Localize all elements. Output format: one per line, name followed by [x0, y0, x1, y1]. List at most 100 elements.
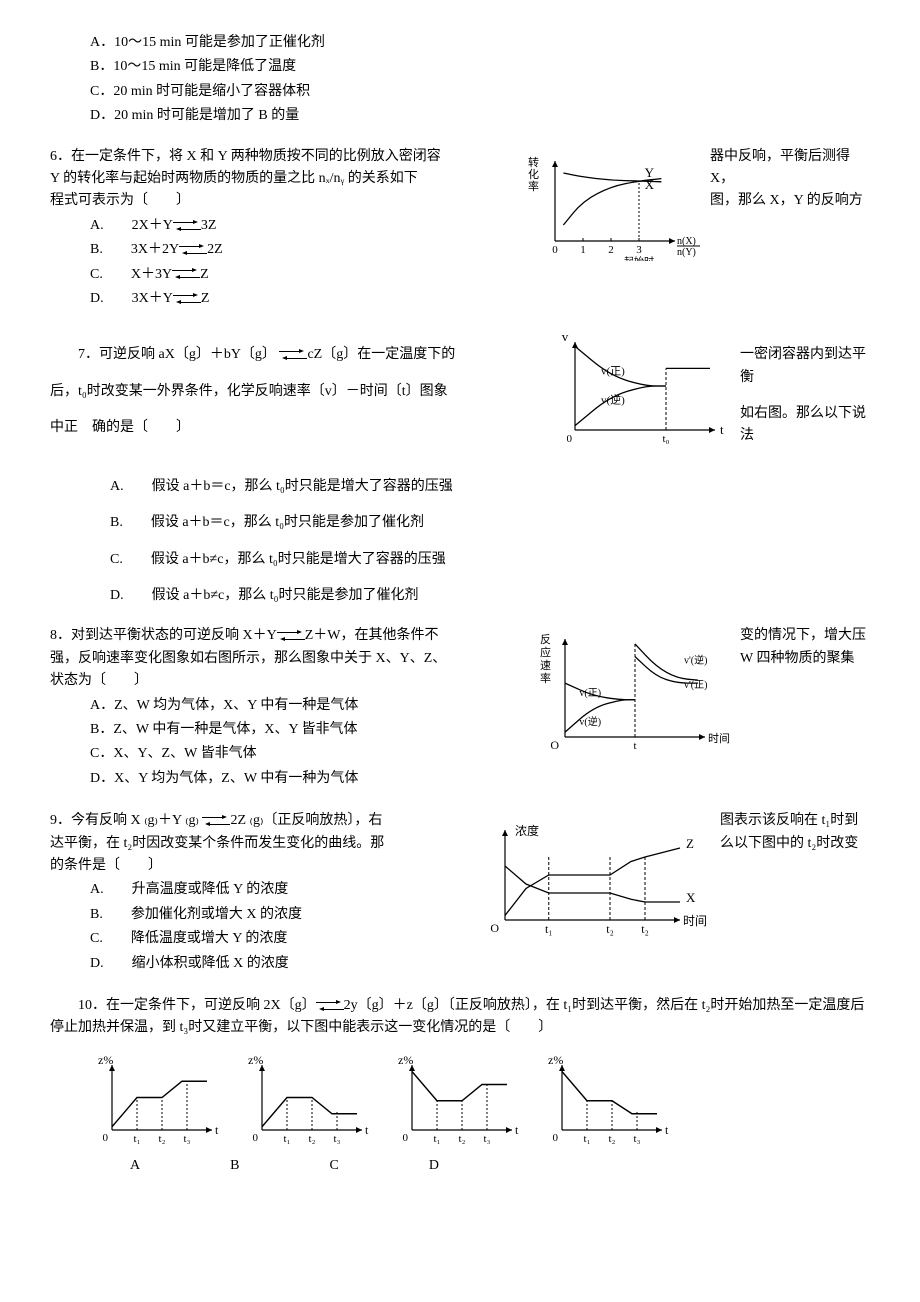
svg-text:t₂: t₂	[606, 922, 614, 936]
q9-opt-c: C. 降低温度或增大 Y 的浓度	[90, 928, 470, 950]
svg-text:0: 0	[253, 1132, 259, 1144]
q8-stem-l1: 8．对到达平衡状态的可逆反响 X＋YZ＋W，在其他条件不	[50, 625, 520, 647]
q6-stem-r1: 器中反响，平衡后测得 X，	[710, 146, 870, 191]
svg-text:v'(正): v'(正)	[684, 680, 707, 691]
svg-text:t₁: t₁	[545, 922, 553, 936]
svg-text:v(逆): v(逆)	[579, 716, 601, 729]
q6: 6．在一定条件下，将 X 和 Y 两种物质按不同的比例放入密闭容 Y 的转化率与…	[50, 146, 870, 313]
svg-text:v: v	[562, 330, 569, 344]
svg-text:z%: z%	[98, 1053, 113, 1067]
q8-stem-l3: 状态为〔 〕	[50, 670, 520, 692]
q7-stem-r2: 如右图。那么以下说法	[740, 403, 870, 448]
q10-figures-row: z% t 0 t₁ t₂ t₃ z% t 0 t₁ t₂ t₃ z% t 0 t₁ t₂ t₃ z% t 0 t₁ t…	[90, 1050, 870, 1150]
q10-fig-d: z%t0t₁t₂t₃	[540, 1050, 680, 1150]
q7-stem-l2: 后，t₀时改变某一外界条件，化学反响速率〔v〕－时间〔t〕图象	[50, 381, 540, 403]
q7-stem-l1: 7．可逆反响 aX〔g〕＋bY〔g〕 cZ〔g〕在一定温度下的	[50, 344, 540, 366]
q5-opt-a: A．10～15 min 可能是参加了正催化剂	[90, 32, 870, 54]
svg-text:t: t	[365, 1123, 369, 1137]
svg-text:0: 0	[567, 433, 573, 445]
svg-text:t₂: t₂	[609, 1133, 616, 1145]
svg-text:O: O	[550, 738, 559, 752]
svg-text:t₀: t₀	[663, 433, 670, 445]
q7-opt-c: C. 假设 a＋b≠c，那么 t₀时只能是增大了容器的压强	[110, 549, 870, 571]
svg-text:率: 率	[528, 179, 539, 193]
q7-opt-a: A. 假设 a＋b＝c，那么 t₀时只能是增大了容器的压强	[110, 476, 870, 498]
q10-fig-a: z% t 0 t₁ t₂ t₃	[90, 1050, 230, 1150]
q8: 8．对到达平衡状态的可逆反响 X＋YZ＋W，在其他条件不 强，反响速率变化图象如…	[50, 625, 870, 792]
q9-stem-l1: 9．今有反响 X ₍g₎＋Y ₍g₎ 2Z ₍g₎〔正反响放热〕，右	[50, 810, 470, 832]
q6-opt-d: D. 3X＋YZ	[90, 288, 510, 310]
svg-text:O: O	[490, 921, 499, 935]
q9-opt-b: B. 参加催化剂或增大 X 的浓度	[90, 904, 470, 926]
svg-text:X: X	[645, 177, 655, 192]
q6-opt-c: C. X＋3YZ	[90, 264, 510, 286]
q6-stem-l2: Y 的转化率与起始时两物质的物质的量之比 nₓ/nᵧ 的关系如下	[50, 168, 510, 190]
q7-stem-l3: 中正 确的是〔 〕	[50, 417, 540, 439]
svg-text:速: 速	[540, 659, 551, 672]
q6-stem-r2: 图，那么 X，Y 的反响方	[710, 190, 870, 212]
svg-text:t₁: t₁	[284, 1133, 291, 1145]
svg-text:n(X): n(X)	[677, 236, 696, 247]
svg-text:n(Y): n(Y)	[677, 247, 696, 258]
svg-text:时间: 时间	[683, 914, 707, 928]
q10-opt-a: A	[130, 1155, 140, 1177]
svg-text:t₃: t₃	[334, 1133, 341, 1145]
svg-text:t₂: t₂	[309, 1133, 316, 1145]
svg-text:t₁: t₁	[434, 1133, 441, 1145]
q7-figure: v t 0 t₀ v(正) v(逆)	[550, 330, 730, 445]
svg-text:0: 0	[553, 1132, 559, 1144]
q9-stem-l2: 达平衡，在 t₂时因改变某个条件而发生变化的曲线。那	[50, 833, 470, 855]
svg-text:t: t	[665, 1123, 669, 1137]
svg-text:t₁: t₁	[584, 1133, 591, 1145]
q10-fig-c: z%t0t₁t₂t₃	[390, 1050, 530, 1150]
q9-stem-l3: 的条件是〔 〕	[50, 855, 470, 877]
q10-opt-b: B	[230, 1155, 239, 1177]
svg-text:0: 0	[403, 1132, 409, 1144]
svg-text:z%: z%	[248, 1053, 263, 1067]
q5-options: A．10～15 min 可能是参加了正催化剂 B．10～15 min 可能是降低…	[50, 32, 870, 128]
q8-stem-r1: 变的情况下，增大压	[740, 625, 870, 647]
q7-opt-d: D. 假设 a＋b≠c，那么 t₀时只能是参加了催化剂	[110, 585, 870, 607]
svg-text:t₂: t₂	[641, 922, 649, 936]
q6-stem-l3: 程式可表示为〔 〕	[50, 190, 510, 212]
q9: 9．今有反响 X ₍g₎＋Y ₍g₎ 2Z ₍g₎〔正反响放热〕，右 达平衡，在…	[50, 810, 870, 977]
svg-text:率: 率	[540, 671, 551, 685]
q9-figure: 浓度时间Ot₁t₂t₂ZX	[480, 810, 710, 940]
q9-stem-r2: 么以下图中的 t₂时改变	[720, 833, 870, 855]
q6-opt-b: B. 3X＋2Y2Z	[90, 239, 510, 261]
q5-opt-c: C．20 min 时可能是缩小了容器体积	[90, 81, 870, 103]
svg-text:转: 转	[528, 155, 539, 169]
svg-text:t₂: t₂	[459, 1133, 466, 1145]
svg-text:Z: Z	[686, 836, 694, 851]
svg-text:反: 反	[540, 633, 551, 646]
svg-text:1: 1	[580, 244, 586, 256]
svg-text:t: t	[515, 1123, 519, 1137]
svg-text:浓度: 浓度	[515, 823, 539, 838]
q8-opt-c: C．X、Y、Z、W 皆非气体	[90, 743, 520, 765]
q8-opt-d: D．X、Y 均为气体，Z、W 中有一种为气体	[90, 768, 520, 790]
svg-text:v(正): v(正)	[579, 688, 601, 699]
q6-stem-l1: 6．在一定条件下，将 X 和 Y 两种物质按不同的比例放入密闭容	[50, 146, 510, 168]
q10-opt-d: D	[429, 1155, 439, 1177]
q10-opt-c: C	[329, 1155, 338, 1177]
svg-text:t: t	[215, 1123, 219, 1137]
q5-opt-b: B．10～15 min 可能是降低了温度	[90, 56, 870, 78]
q7-stem-r1: 一密闭容器内到达平衡	[740, 344, 870, 389]
svg-text:t₁: t₁	[134, 1133, 141, 1145]
q10: 10．在一定条件下，可逆反响 2X〔g〕2y〔g〕＋z〔g〕〔正反响放热〕，在 …	[50, 995, 870, 1177]
q9-stem-r1: 图表示该反响在 t₁时到	[720, 810, 870, 832]
svg-text:2: 2	[608, 244, 614, 256]
svg-text:t₃: t₃	[184, 1133, 191, 1145]
svg-text:时间: 时间	[708, 732, 730, 745]
svg-text:v'(逆): v'(逆)	[684, 654, 707, 667]
q5-opt-d: D．20 min 时可能是增加了 B 的量	[90, 105, 870, 127]
svg-text:t: t	[720, 422, 724, 437]
svg-text:v(正): v(正)	[601, 366, 625, 378]
svg-text:t₂: t₂	[159, 1133, 166, 1145]
svg-text:v(逆): v(逆)	[601, 393, 625, 407]
svg-text:0: 0	[103, 1132, 109, 1144]
svg-text:t: t	[633, 740, 636, 752]
svg-text:化: 化	[528, 167, 539, 181]
svg-text:z%: z%	[398, 1053, 413, 1067]
q10-stem: 10．在一定条件下，可逆反响 2X〔g〕2y〔g〕＋z〔g〕〔正反响放热〕，在 …	[50, 995, 870, 1040]
